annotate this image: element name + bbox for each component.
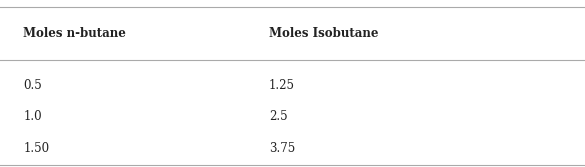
Text: 1.50: 1.50 bbox=[23, 142, 50, 155]
Text: 2.5: 2.5 bbox=[269, 110, 288, 123]
Text: 0.5: 0.5 bbox=[23, 79, 42, 92]
Text: 1.25: 1.25 bbox=[269, 79, 295, 92]
Text: Moles n-butane: Moles n-butane bbox=[23, 27, 126, 40]
Text: Moles Isobutane: Moles Isobutane bbox=[269, 27, 378, 40]
Text: 1.0: 1.0 bbox=[23, 110, 42, 123]
Text: 3.75: 3.75 bbox=[269, 142, 295, 155]
